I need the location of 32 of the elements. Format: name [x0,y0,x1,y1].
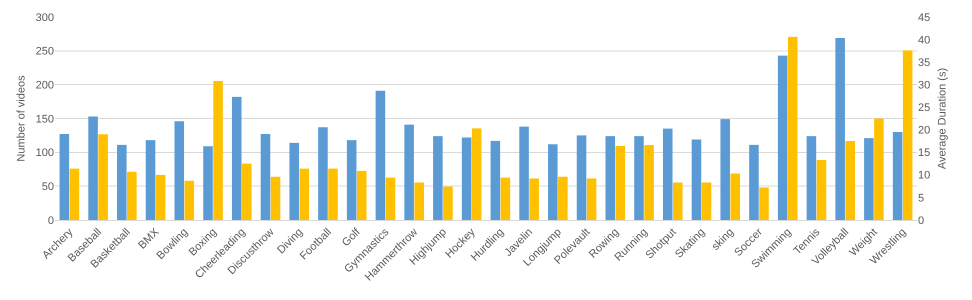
y2-tick-label: 15 [918,147,930,160]
y-tick-label: 0 [48,214,54,227]
y-tick-label: 150 [36,113,54,126]
y2-tick-label: 40 [918,34,930,46]
y2-axis-title: Average Duration (s) [936,68,948,170]
bar [692,139,702,220]
y-tick-label: 300 [36,12,54,24]
y2-tick-label: 0 [918,214,924,227]
bar [232,96,242,220]
bar [519,126,529,220]
y-tick-label: 200 [36,80,54,92]
y2-tick-label: 10 [918,170,930,182]
bar [749,144,759,220]
bar [386,178,396,220]
bar [720,119,730,220]
bar [835,38,845,220]
bar [576,135,586,220]
y2-tick-label: 45 [918,12,930,24]
bar [404,124,414,220]
y-tick-label: 250 [36,46,54,58]
y2-tick-label: 30 [918,80,930,92]
y2-tick-label: 5 [918,192,924,204]
y-tick-label: 100 [36,147,54,160]
bar [376,90,386,220]
bar [433,136,443,220]
y2-tick-label: 25 [918,102,930,114]
bar [662,128,673,220]
y-tick-label: 50 [42,181,54,194]
bar [174,121,184,220]
y2-tick-label: 35 [918,56,930,69]
y-axis-title: Number of videos [15,74,28,162]
y2-tick-label: 20 [918,124,930,137]
